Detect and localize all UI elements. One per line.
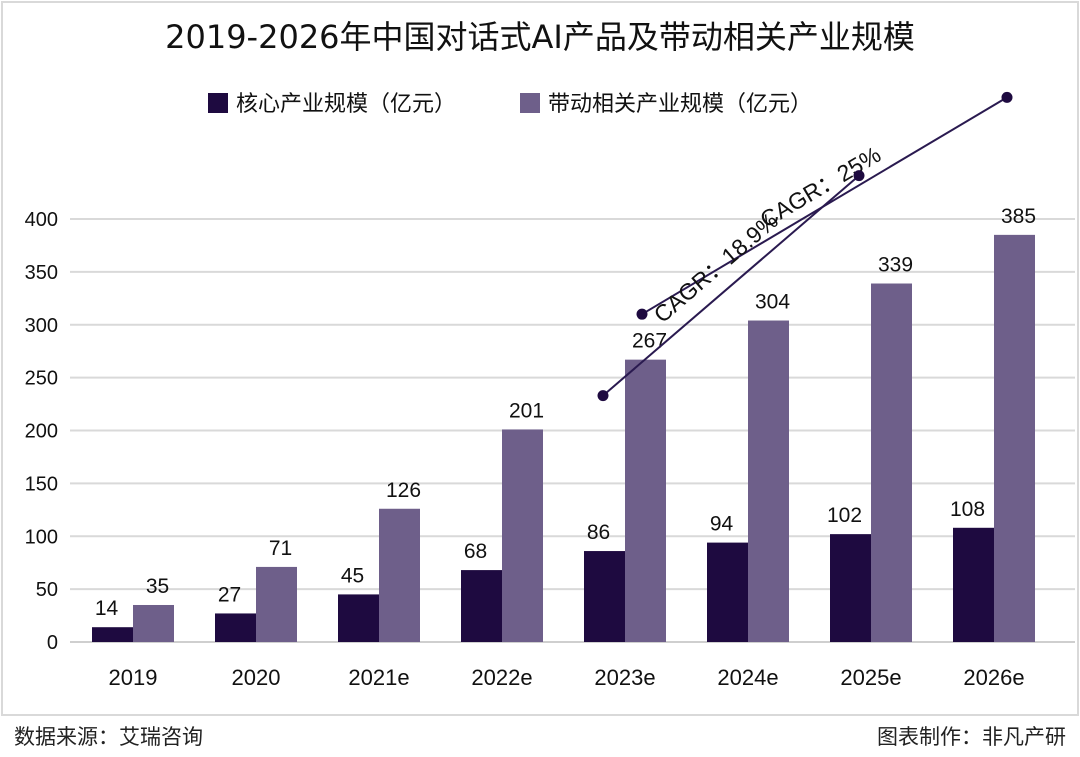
data-label: 35 bbox=[146, 575, 169, 598]
bar-core bbox=[461, 570, 502, 642]
x-tick-label: 2022e bbox=[471, 665, 532, 690]
data-label: 14 bbox=[95, 597, 119, 620]
bar-core bbox=[92, 627, 133, 642]
y-tick-label: 250 bbox=[25, 368, 58, 390]
x-tick-label: 2023e bbox=[594, 665, 655, 690]
bar-core bbox=[584, 551, 625, 642]
bar-related bbox=[256, 566, 297, 642]
data-label: 267 bbox=[632, 330, 667, 353]
y-tick-label: 300 bbox=[25, 315, 58, 337]
data-label: 27 bbox=[218, 583, 241, 606]
legend-swatch bbox=[208, 93, 228, 113]
cagr-dot bbox=[597, 390, 609, 402]
x-tick-label: 2024e bbox=[717, 665, 778, 690]
legend-label: 核心产业规模（亿元） bbox=[236, 92, 456, 117]
bar-related bbox=[871, 283, 912, 642]
x-tick-label: 2021e bbox=[348, 665, 409, 690]
chart-credit: 图表制作：非凡产研 bbox=[877, 725, 1066, 749]
y-tick-label: 200 bbox=[25, 421, 58, 443]
data-label: 102 bbox=[827, 504, 862, 527]
bar-related bbox=[502, 429, 543, 642]
data-label: 201 bbox=[509, 399, 544, 422]
y-tick-label: 0 bbox=[47, 632, 58, 654]
data-label: 304 bbox=[755, 291, 790, 314]
bar-core bbox=[707, 542, 748, 642]
x-tick-label: 2020 bbox=[232, 665, 281, 690]
data-label: 108 bbox=[950, 498, 985, 521]
bar-core bbox=[953, 527, 994, 642]
bar-related bbox=[994, 234, 1035, 643]
source-note: 数据来源：艾瑞咨询 bbox=[14, 725, 203, 749]
y-tick-label: 150 bbox=[25, 473, 58, 495]
bar-related bbox=[748, 320, 789, 642]
bar-related bbox=[625, 359, 666, 642]
x-tick-label: 2019 bbox=[109, 665, 158, 690]
bar-core bbox=[215, 613, 256, 642]
data-label: 339 bbox=[878, 254, 913, 277]
data-label: 68 bbox=[464, 540, 487, 563]
data-label: 126 bbox=[386, 479, 421, 502]
legend-label: 带动相关产业规模（亿元） bbox=[548, 92, 812, 117]
data-label: 94 bbox=[710, 513, 734, 536]
legend-swatch bbox=[520, 93, 540, 113]
y-tick-label: 400 bbox=[25, 209, 58, 231]
cagr-dot bbox=[853, 170, 865, 182]
y-tick-label: 350 bbox=[25, 262, 58, 284]
bar-related bbox=[379, 508, 420, 642]
cagr-dot bbox=[636, 308, 648, 320]
bar-related bbox=[133, 604, 174, 642]
chart-frame bbox=[1, 1, 1079, 716]
data-label: 385 bbox=[1001, 205, 1036, 228]
data-label: 86 bbox=[587, 521, 610, 544]
chart-title: 2019-2026年中国对话式AI产品及带动相关产业规模 bbox=[165, 18, 915, 56]
data-label: 45 bbox=[341, 564, 364, 587]
y-tick-label: 50 bbox=[36, 579, 58, 601]
x-tick-label: 2025e bbox=[840, 665, 901, 690]
y-tick-label: 100 bbox=[25, 526, 58, 548]
data-label: 71 bbox=[269, 537, 292, 560]
cagr-dot bbox=[1001, 91, 1013, 103]
bar-core bbox=[830, 534, 871, 642]
bar-core bbox=[338, 594, 379, 642]
x-tick-label: 2026e bbox=[963, 665, 1024, 690]
cagr-line bbox=[602, 174, 860, 397]
